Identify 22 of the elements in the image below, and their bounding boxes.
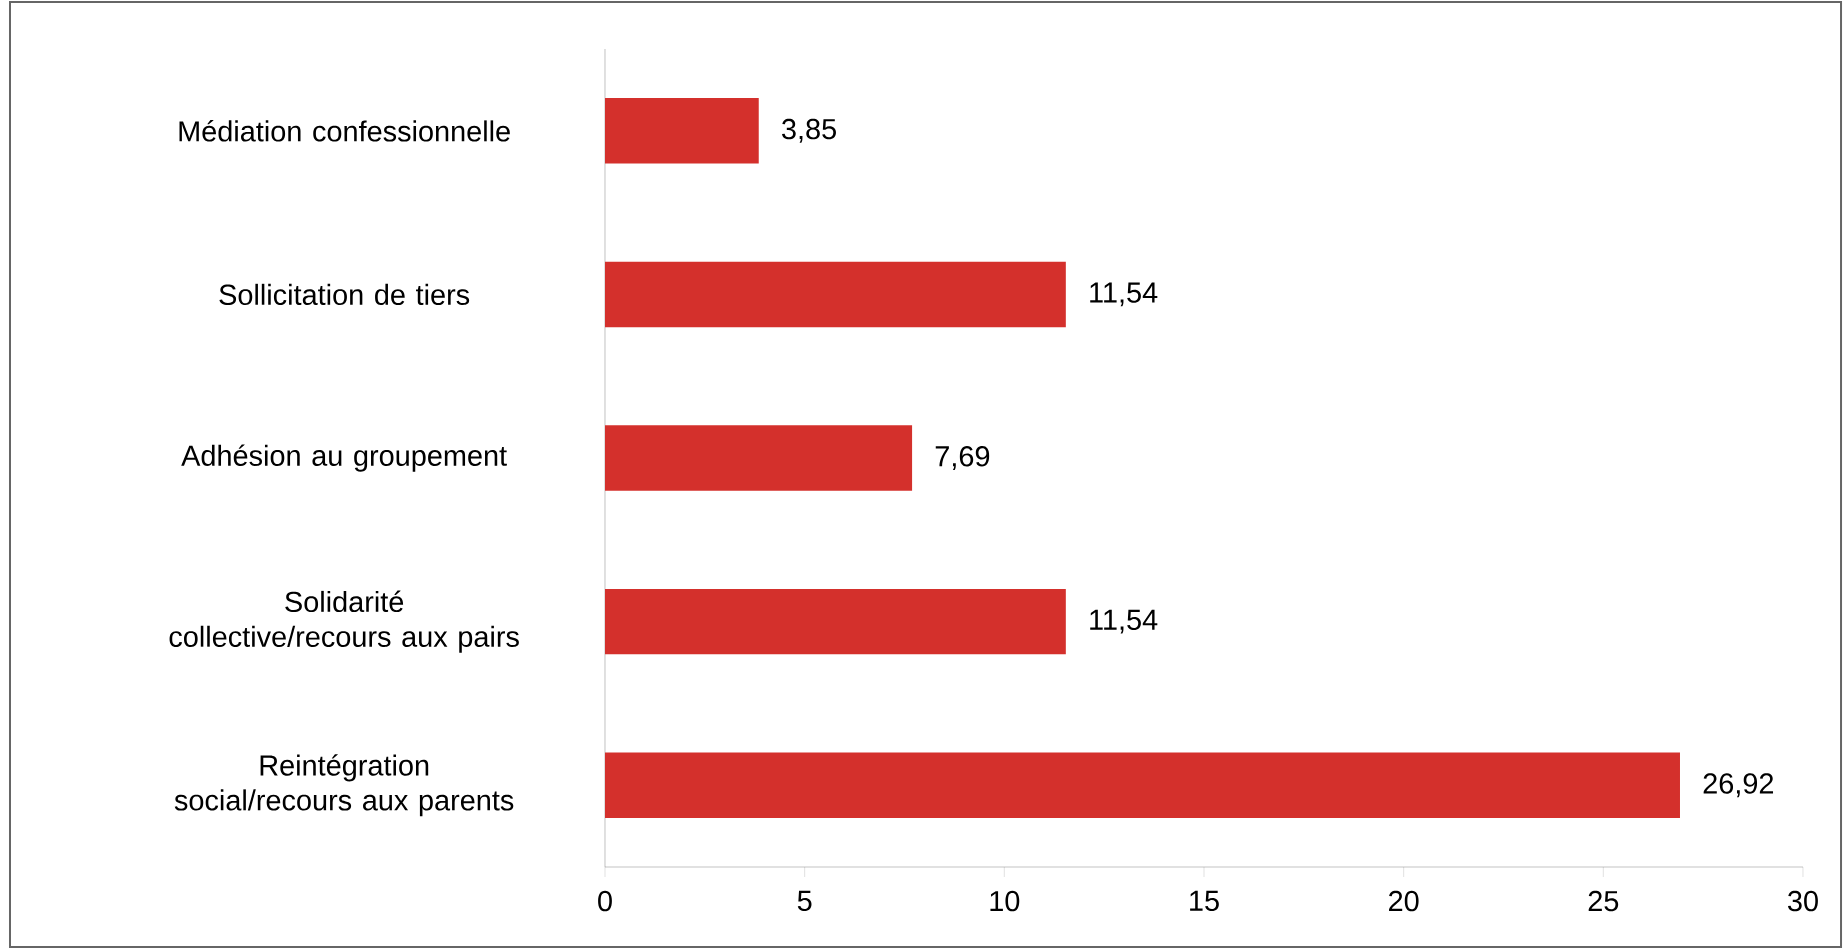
- x-tick-label: 10: [990, 890, 1020, 912]
- y-tick-label: Sollicitation de tiers: [219, 283, 470, 306]
- bar: [605, 752, 1680, 818]
- bar: [605, 425, 913, 491]
- y-tick-label: Solidarité collective/recours aux pairs: [169, 590, 519, 653]
- data-label: 26,92: [1703, 773, 1774, 798]
- x-tick-label: 20: [1389, 890, 1419, 912]
- data-label: 11,54: [1090, 282, 1158, 307]
- data-label: 7,69: [935, 446, 990, 470]
- data-label: 11,54: [1090, 609, 1158, 634]
- bar: [605, 261, 1066, 328]
- x-tick-label: 30: [1788, 890, 1818, 912]
- data-label: 3,85: [782, 118, 836, 143]
- x-tick-label: 0: [598, 890, 612, 912]
- x-tick-label: 15: [1190, 890, 1219, 911]
- bar: [605, 588, 1066, 655]
- x-tick-label: 5: [797, 890, 812, 911]
- y-tick-label: Reintégration social/recours aux parents: [174, 754, 514, 817]
- y-tick-label: Adhésion au groupement: [181, 444, 507, 472]
- x-tick-label: 25: [1588, 890, 1619, 912]
- bar: [605, 98, 759, 164]
- y-tick-label: Médiation confessionnelle: [179, 120, 510, 142]
